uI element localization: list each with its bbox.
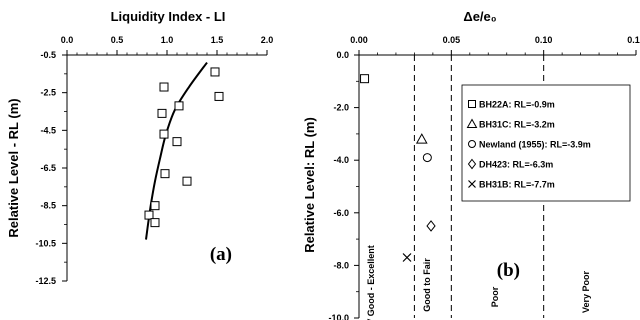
legend-marker (466, 118, 478, 128)
panel-b-y-tick-label: -2.0 (333, 103, 349, 113)
legend-label: BH31B: RL=-7.7m (479, 180, 555, 190)
panel-a-x-tick-label: 0.0 (61, 35, 74, 45)
panel-b-y-tick-label: -4.0 (333, 155, 349, 165)
panel-a-data-point (182, 176, 192, 186)
panel-a-data-point (160, 169, 170, 179)
panel-a-y-tick-label: -12.5 (35, 276, 56, 286)
zone-label: V Good - Excellent (366, 245, 376, 320)
legend-marker (467, 158, 477, 170)
panel-b-x-tick-label: 0.00 (350, 35, 368, 45)
panel-a-data-point (157, 108, 167, 118)
panel-b-data-point (360, 74, 370, 84)
panel-b-data-point (422, 153, 432, 163)
panel-a-y-tick-label: -10.5 (35, 238, 56, 248)
panel-a-y-tick-label: -2.5 (40, 88, 56, 98)
panel-a-data-point (174, 101, 184, 111)
panel-a-y-tick-label: -8.5 (40, 201, 56, 211)
panel-a-data-point (214, 91, 224, 101)
panel-b: Δe/e₀ 0.00 0.05 0.10 0.15 0.0 -2.0 -4.0 -6.0 -8… (302, 9, 640, 320)
legend-label: Newland (1955): RL=-3.9m (479, 140, 591, 150)
panel-a-y-tick-label: -0.5 (40, 50, 56, 60)
panel-a-y-axis-title: Relative Level - RL (m) (6, 98, 21, 237)
panel-b-data-point (402, 253, 412, 262)
panel-a-data-point (150, 201, 160, 211)
legend-marker (468, 180, 476, 188)
zone-label: Very Poor (581, 270, 591, 313)
panel-a-data-point (210, 67, 220, 77)
panel-b-y-tick-label: 0.0 (336, 50, 349, 60)
panel-a-y-tick-label: -6.5 (40, 163, 56, 173)
panel-b-x-tick-label: 0.05 (443, 35, 461, 45)
panel-b-data-point (426, 220, 436, 232)
panel-a-x-axis-title: Liquidity Index - LI (111, 9, 226, 24)
panel-b-x-tick-label: 0.15 (627, 35, 640, 45)
legend-label: BH22A: RL=-0.9m (479, 100, 555, 110)
panel-a-x-tick-label: 2.0 (261, 35, 274, 45)
panel-b-y-tick-label: -10.0 (328, 313, 349, 320)
panel-b-data-point (415, 133, 428, 144)
panel-a-data-point (150, 218, 160, 228)
panel-a-x-tick-label: 0.5 (111, 35, 124, 45)
panel-b-y-tick-label: -8.0 (333, 260, 349, 270)
zone-label: Good to Fair (422, 258, 432, 312)
panel-a-data-point (144, 210, 154, 220)
panel-b-x-axis-title: Δe/e₀ (463, 9, 496, 24)
panel-a-x-tick-label: 1.5 (211, 35, 224, 45)
legend-box (461, 84, 631, 202)
panel-b-y-axis-title: Relative Level: RL (m) (302, 117, 317, 253)
legend-marker (468, 140, 476, 148)
panel-a-label: (a) (210, 244, 232, 265)
legend-marker (468, 100, 476, 108)
panel-a-trend-line (145, 61, 208, 240)
panel-b-label: (b) (497, 260, 520, 281)
panel-a-y-tick-label: -4.5 (40, 125, 56, 135)
panel-a-data-point (159, 82, 169, 92)
panel-a: Liquidity Index - LI 0.0 0.5 1.0 1.5 2.0 -0.… (6, 9, 273, 286)
legend-label: DH423: RL=-6.3m (479, 160, 553, 170)
panel-b-x-tick-label: 0.10 (535, 35, 553, 45)
legend-label: BH31C: RL=-3.2m (479, 120, 555, 130)
panel-b-y-tick-label: -6.0 (333, 208, 349, 218)
panel-a-data-point (172, 137, 182, 147)
legend: BH22A: RL=-0.9m BH31C: RL=-3.2m Newland (1… (461, 84, 631, 202)
panel-a-data-point (159, 129, 169, 139)
zone-label: Poor (490, 286, 500, 307)
panel-a-x-tick-label: 1.0 (161, 35, 174, 45)
